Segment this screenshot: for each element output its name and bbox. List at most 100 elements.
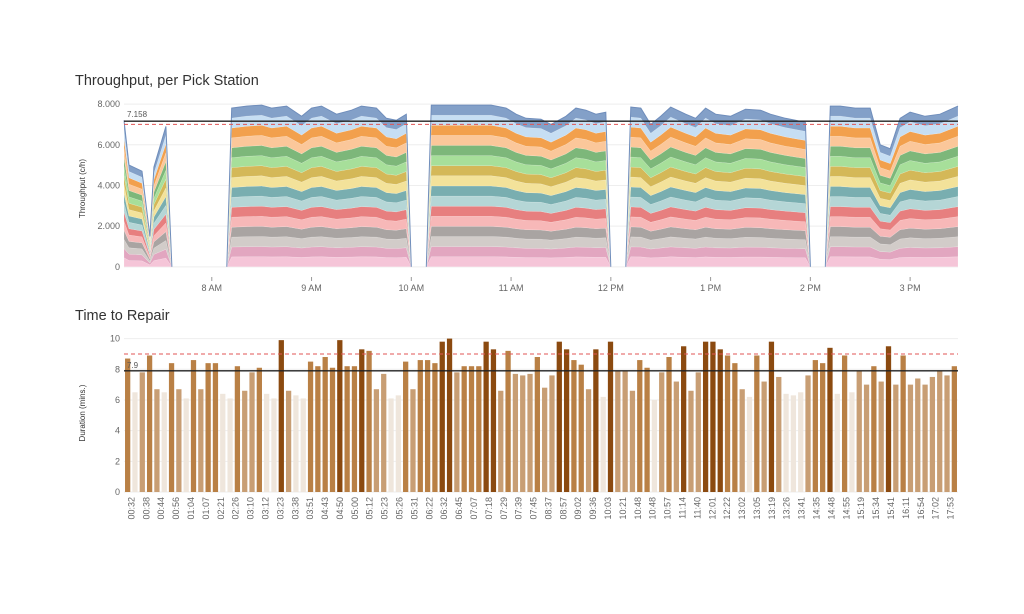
x-tick-label: 13:19	[767, 497, 777, 520]
repair-bar	[812, 360, 818, 492]
repair-bar	[417, 360, 423, 492]
repair-bar	[322, 357, 328, 492]
repair-bar	[183, 398, 189, 492]
x-tick-label: 08:57	[558, 497, 568, 520]
repair-bar	[198, 389, 204, 492]
repair-bar	[512, 373, 519, 492]
x-tick-label: 3 PM	[900, 283, 921, 293]
repair-bar	[139, 372, 145, 492]
y-tick-label: 4	[115, 426, 120, 436]
repair-bar	[490, 349, 497, 492]
x-tick-label: 02:26	[231, 497, 241, 520]
repair-bar	[688, 390, 694, 492]
repair-bar	[834, 393, 840, 492]
repair-bar	[520, 375, 526, 492]
repair-bar	[585, 389, 592, 492]
repair-bar	[754, 355, 760, 492]
repair-bar	[798, 392, 804, 492]
x-tick-label: 14:35	[812, 497, 822, 520]
repair-bar	[505, 350, 511, 492]
x-tick-label: 01:07	[201, 497, 211, 520]
y-tick-label: 8.000	[97, 99, 120, 109]
x-tick-label: 17:02	[931, 497, 941, 520]
x-tick-label: 11:14	[678, 497, 688, 519]
x-tick-label: 13:26	[782, 497, 792, 520]
repair-bar	[381, 373, 387, 492]
repair-bar	[593, 349, 599, 492]
x-tick-label: 09:36	[588, 497, 598, 520]
repair-bar	[607, 341, 614, 492]
repair-bar	[944, 375, 950, 492]
repair-bar	[556, 341, 562, 492]
y-tick-label: 0	[115, 487, 120, 497]
repair-bar	[205, 363, 211, 492]
repair-bar	[746, 396, 753, 492]
repair-bar	[190, 360, 197, 492]
repair-bar	[176, 389, 182, 492]
x-tick-label: 9 AM	[301, 283, 322, 293]
repair-bar	[220, 393, 226, 492]
x-tick-label: 14:48	[826, 497, 836, 520]
repair-bar	[366, 350, 372, 492]
repair-bar	[125, 358, 131, 492]
repair-bar	[542, 387, 548, 492]
area-band-1	[123, 257, 173, 267]
repair-bar	[907, 384, 914, 492]
area-band-2	[123, 247, 173, 267]
repair-bar	[454, 372, 460, 492]
repair-bar	[329, 367, 336, 492]
repair-bar	[403, 361, 409, 492]
repair-bar	[849, 392, 855, 492]
repair-bar	[212, 363, 219, 492]
area-band-1	[226, 256, 412, 267]
area-band-1	[625, 256, 811, 267]
x-tick-label: 10:48	[648, 497, 658, 520]
repair-bar	[498, 390, 504, 492]
x-tick-label: 12 PM	[598, 283, 624, 293]
area-band-4	[123, 230, 173, 267]
repair-bar	[922, 384, 928, 492]
repair-bar	[476, 366, 482, 492]
repair-bar	[768, 341, 775, 492]
x-tick-label: 16:54	[916, 497, 926, 520]
repair-bar	[820, 363, 826, 492]
throughput-chart-title: Throughput, per Pick Station	[75, 73, 259, 89]
repair-bar	[893, 384, 899, 492]
repair-bar	[761, 381, 767, 492]
repair-bar	[285, 390, 292, 492]
repair-bar	[388, 398, 394, 492]
x-tick-label: 03:51	[305, 497, 315, 520]
y-tick-label: 8	[115, 364, 120, 374]
x-tick-label: 05:12	[365, 497, 375, 520]
y-tick-label: 4.000	[97, 180, 120, 190]
repair-bar	[629, 390, 636, 492]
repair-bar	[264, 393, 270, 492]
repair-bar	[915, 378, 921, 492]
x-tick-label: 2 PM	[800, 283, 821, 293]
x-tick-label: 12:22	[722, 497, 732, 520]
x-tick-label: 06:32	[439, 497, 449, 520]
x-tick-label: 07:29	[499, 497, 509, 520]
repair-bar	[951, 366, 957, 492]
repair-bar	[337, 340, 343, 492]
repair-bar	[805, 375, 811, 492]
y-tick-label: 2.000	[97, 221, 120, 231]
repair-bar	[410, 389, 416, 492]
x-tick-label: 05:26	[395, 497, 405, 520]
x-tick-label: 02:21	[216, 497, 226, 520]
area-top-outline	[824, 105, 959, 267]
repair-bar	[146, 355, 153, 492]
repair-bar	[461, 366, 467, 492]
repair-bar	[468, 366, 475, 492]
y-tick-label: 10	[110, 334, 120, 344]
plot-area	[124, 334, 958, 492]
x-tick-label: 10:21	[618, 497, 628, 520]
repair-bar	[637, 360, 643, 492]
repair-bar	[673, 381, 679, 492]
repair-bar	[776, 376, 782, 492]
x-tick-label: 03:12	[261, 497, 271, 520]
repair-bar	[666, 357, 672, 492]
repair-bar	[695, 372, 701, 492]
repair-bar	[717, 349, 723, 492]
